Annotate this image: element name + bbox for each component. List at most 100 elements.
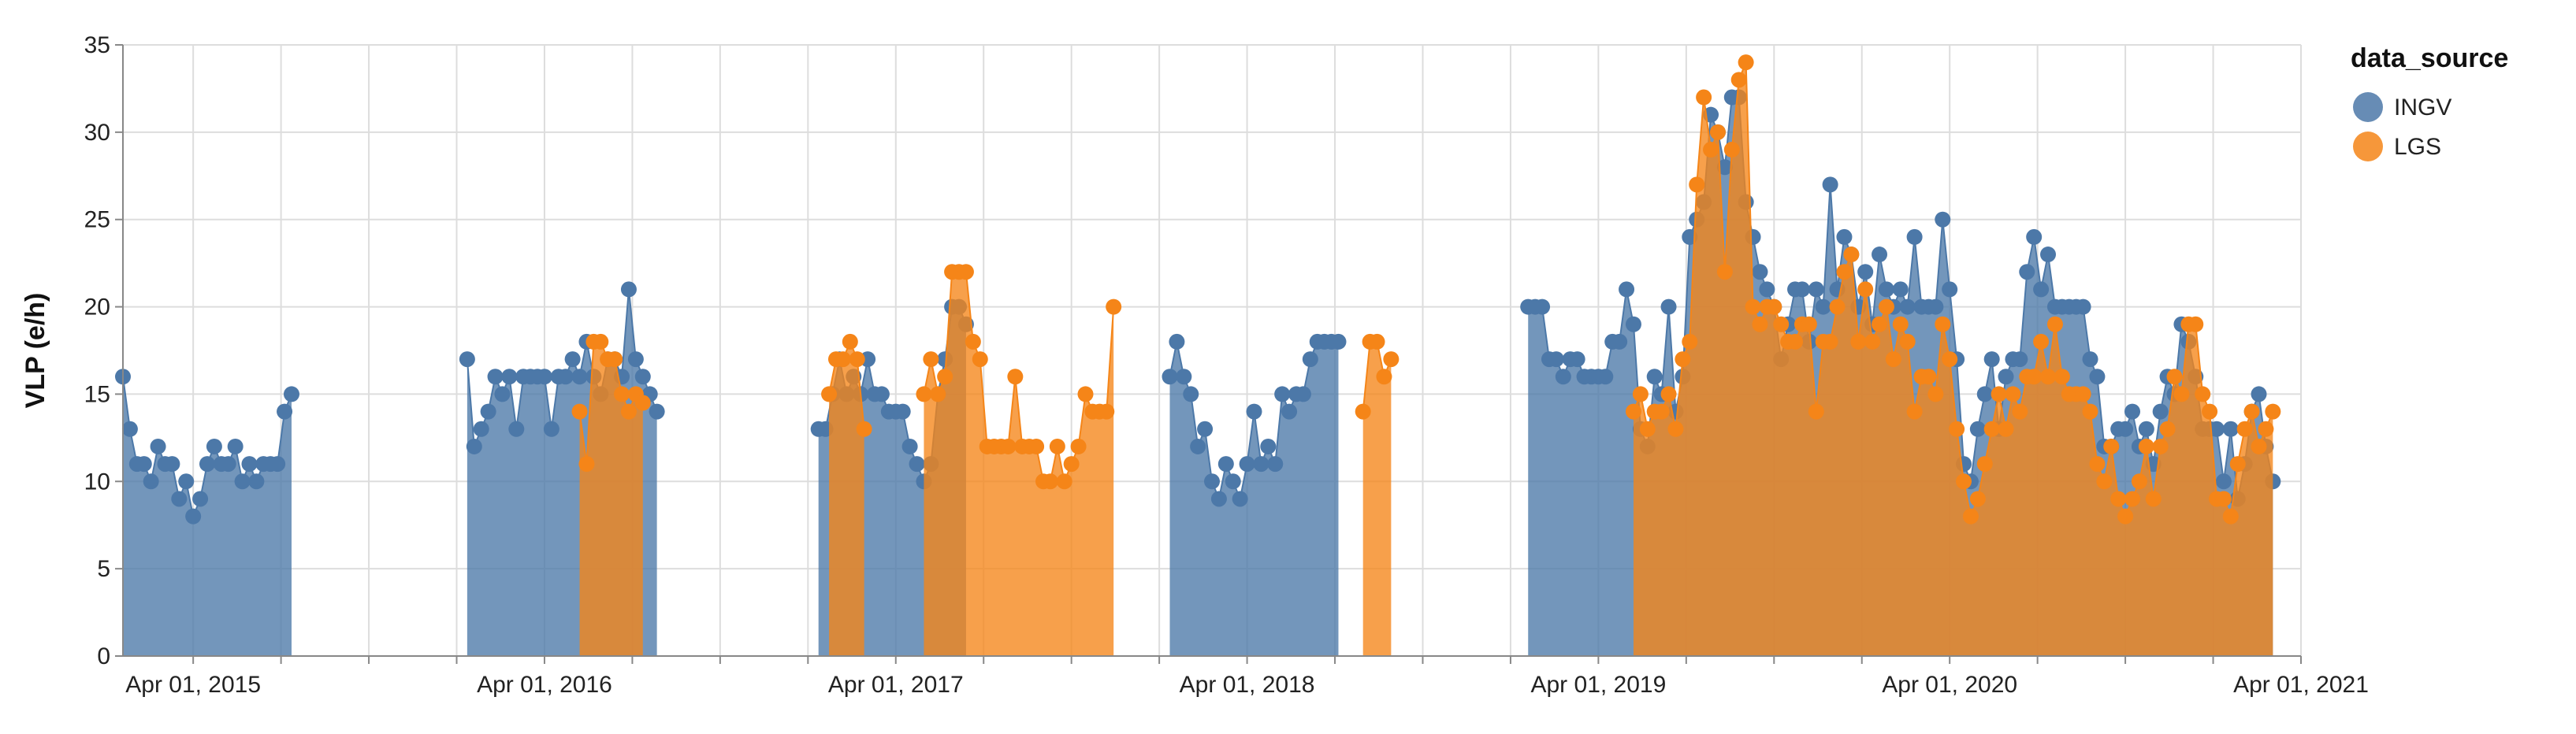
point-lgs[interactable] [957, 264, 974, 280]
point-ingv[interactable] [1660, 298, 1677, 315]
point-lgs[interactable] [1653, 403, 1670, 420]
point-lgs[interactable] [2145, 491, 2162, 507]
point-lgs[interactable] [1639, 421, 1656, 437]
point-ingv[interactable] [1246, 403, 1262, 420]
point-lgs[interactable] [1991, 386, 2007, 402]
point-lgs[interactable] [1808, 403, 1824, 420]
point-ingv[interactable] [1302, 351, 1318, 368]
point-ingv[interactable] [2082, 351, 2098, 368]
point-lgs[interactable] [2236, 421, 2253, 437]
point-lgs[interactable] [1906, 403, 1923, 420]
point-ingv[interactable] [466, 438, 482, 454]
point-lgs[interactable] [1969, 491, 1986, 507]
point-ingv[interactable] [501, 369, 518, 385]
point-ingv[interactable] [1983, 351, 2000, 368]
point-lgs[interactable] [1956, 473, 1972, 490]
point-lgs[interactable] [2103, 438, 2120, 454]
point-ingv[interactable] [171, 491, 188, 507]
point-ingv[interactable] [121, 421, 138, 437]
point-lgs[interactable] [2188, 316, 2204, 332]
point-ingv[interactable] [1872, 247, 1888, 263]
point-ingv[interactable] [2026, 228, 2043, 245]
point-ingv[interactable] [1878, 281, 1894, 298]
point-lgs[interactable] [1766, 298, 1782, 315]
point-lgs[interactable] [2215, 491, 2232, 507]
point-ingv[interactable] [1225, 473, 1241, 490]
point-lgs[interactable] [1077, 386, 1094, 402]
point-ingv[interactable] [1253, 456, 1269, 473]
point-lgs[interactable] [1709, 124, 1726, 140]
point-ingv[interactable] [2251, 386, 2267, 402]
point-ingv[interactable] [1969, 421, 1986, 437]
point-ingv[interactable] [564, 351, 581, 368]
point-lgs[interactable] [1007, 369, 1024, 385]
point-ingv[interactable] [150, 438, 166, 454]
point-lgs[interactable] [1660, 386, 1677, 402]
point-ingv[interactable] [164, 456, 180, 473]
point-lgs[interactable] [1998, 421, 2014, 437]
point-lgs[interactable] [2258, 421, 2274, 437]
point-lgs[interactable] [2033, 333, 2050, 350]
point-lgs[interactable] [842, 333, 858, 350]
point-lgs[interactable] [607, 351, 623, 368]
point-lgs[interactable] [1935, 316, 1951, 332]
point-lgs[interactable] [1682, 333, 1698, 350]
point-ingv[interactable] [199, 456, 215, 473]
point-lgs[interactable] [2131, 473, 2147, 490]
point-ingv[interactable] [557, 369, 574, 385]
point-lgs[interactable] [2046, 316, 2063, 332]
point-lgs[interactable] [972, 351, 988, 368]
point-ingv[interactable] [1808, 281, 1824, 298]
point-ingv[interactable] [1998, 369, 2014, 385]
point-ingv[interactable] [1217, 456, 1234, 473]
point-ingv[interactable] [192, 491, 209, 507]
point-lgs[interactable] [1070, 438, 1087, 454]
point-lgs[interactable] [1836, 264, 1853, 280]
point-lgs[interactable] [923, 351, 939, 368]
point-lgs[interactable] [2138, 438, 2154, 454]
point-lgs[interactable] [1920, 369, 1937, 385]
point-ingv[interactable] [1927, 298, 1944, 315]
point-ingv[interactable] [1857, 264, 1874, 280]
point-lgs[interactable] [1667, 421, 1684, 437]
point-lgs[interactable] [821, 386, 838, 402]
point-ingv[interactable] [1274, 386, 1291, 402]
point-ingv[interactable] [487, 369, 504, 385]
point-ingv[interactable] [1906, 228, 1923, 245]
legend-swatch-lgs[interactable] [2353, 132, 2383, 161]
point-lgs[interactable] [1752, 316, 1768, 332]
point-lgs[interactable] [1696, 89, 1712, 106]
point-ingv[interactable] [909, 456, 925, 473]
point-lgs[interactable] [2195, 386, 2211, 402]
point-ingv[interactable] [627, 351, 644, 368]
point-lgs[interactable] [620, 403, 637, 420]
point-lgs[interactable] [2173, 386, 2190, 402]
point-ingv[interactable] [2222, 421, 2239, 437]
point-ingv[interactable] [1190, 438, 1206, 454]
point-ingv[interactable] [1295, 386, 1311, 402]
point-lgs[interactable] [1801, 316, 1817, 332]
point-ingv[interactable] [1794, 281, 1810, 298]
point-lgs[interactable] [1899, 333, 1916, 350]
point-ingv[interactable] [277, 403, 293, 420]
point-lgs[interactable] [2012, 403, 2028, 420]
point-lgs[interactable] [2040, 369, 2057, 385]
point-ingv[interactable] [873, 386, 890, 402]
point-lgs[interactable] [2054, 369, 2070, 385]
point-lgs[interactable] [916, 386, 932, 402]
point-lgs[interactable] [856, 421, 872, 437]
point-ingv[interactable] [894, 403, 911, 420]
point-lgs[interactable] [1703, 142, 1719, 158]
point-lgs[interactable] [1632, 386, 1649, 402]
point-ingv[interactable] [2138, 421, 2154, 437]
point-lgs[interactable] [1976, 456, 1993, 473]
point-ingv[interactable] [1204, 473, 1220, 490]
point-lgs[interactable] [1872, 316, 1888, 332]
point-ingv[interactable] [2215, 473, 2232, 490]
point-lgs[interactable] [849, 351, 865, 368]
point-ingv[interactable] [185, 508, 202, 525]
point-lgs[interactable] [2159, 421, 2176, 437]
point-lgs[interactable] [1000, 438, 1017, 454]
point-lgs[interactable] [593, 333, 609, 350]
point-lgs[interactable] [1675, 351, 1691, 368]
